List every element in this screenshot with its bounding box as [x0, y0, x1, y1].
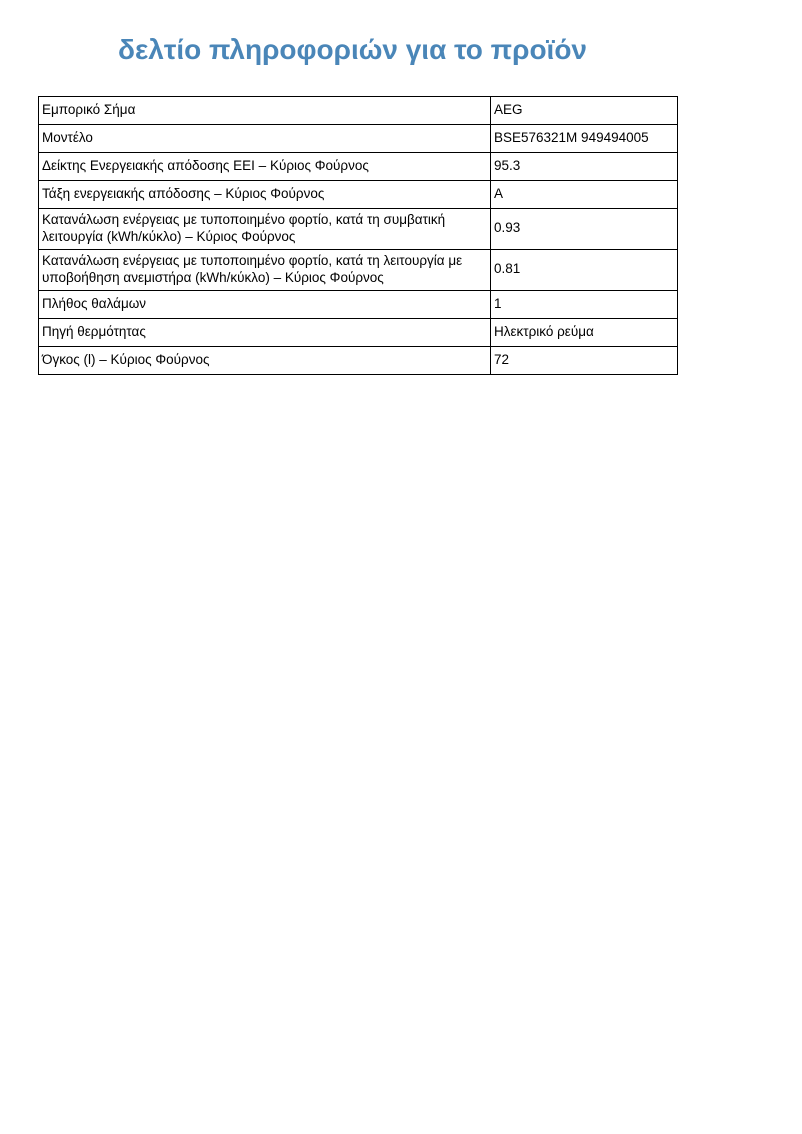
attribute-value-eei: 95.3: [490, 152, 678, 181]
table-row: Πηγή θερμότητας Ηλεκτρικό ρεύμα: [38, 317, 678, 347]
attribute-value-energy-fan: 0.81: [490, 248, 678, 291]
attribute-label-energy-fan: Κατανάλωση ενέργειας με τυποποιημένο φορ…: [38, 248, 491, 291]
table-row: Δείκτης Ενεργειακής απόδοσης EEI – Κύριο…: [38, 152, 678, 181]
table-row: Τάξη ενεργειακής απόδοσης – Κύριος Φούρν…: [38, 180, 678, 209]
table-row: Κατανάλωση ενέργειας με τυποποιημένο φορ…: [38, 208, 678, 250]
table-row: Όγκος (l) – Κύριος Φούρνος 72: [38, 345, 678, 375]
table-row: Κατανάλωση ενέργειας με τυποποιημένο φορ…: [38, 248, 678, 291]
attribute-value-model: BSE576321M 949494005: [490, 124, 678, 153]
attribute-label-eei: Δείκτης Ενεργειακής απόδοσης EEI – Κύριο…: [38, 152, 491, 181]
attribute-value-energy-conventional: 0.93: [490, 208, 678, 250]
attribute-value-volume: 72: [490, 345, 678, 375]
table-row: Εμπορικό Σήμα AEG: [38, 96, 678, 125]
table-row: Μοντέλο BSE576321M 949494005: [38, 124, 678, 153]
table-row: Πλήθος θαλάμων 1: [38, 289, 678, 319]
attribute-label-brand: Εμπορικό Σήμα: [38, 96, 491, 125]
product-info-table: Εμπορικό Σήμα AEG Μοντέλο BSE576321M 949…: [38, 96, 678, 375]
attribute-label-energy-conventional: Κατανάλωση ενέργειας με τυποποιημένο φορ…: [38, 208, 491, 250]
attribute-value-brand: AEG: [490, 96, 678, 125]
attribute-label-model: Μοντέλο: [38, 124, 491, 153]
attribute-label-heat-source: Πηγή θερμότητας: [38, 317, 491, 347]
attribute-value-energy-class: A: [490, 180, 678, 209]
attribute-value-heat-source: Ηλεκτρικό ρεύμα: [490, 317, 678, 347]
page-title: δελτίο πληροφοριών για το προϊόν: [118, 34, 587, 65]
attribute-value-cavities: 1: [490, 289, 678, 319]
attribute-label-cavities: Πλήθος θαλάμων: [38, 289, 491, 319]
attribute-label-energy-class: Τάξη ενεργειακής απόδοσης – Κύριος Φούρν…: [38, 180, 491, 209]
attribute-label-volume: Όγκος (l) – Κύριος Φούρνος: [38, 345, 491, 375]
